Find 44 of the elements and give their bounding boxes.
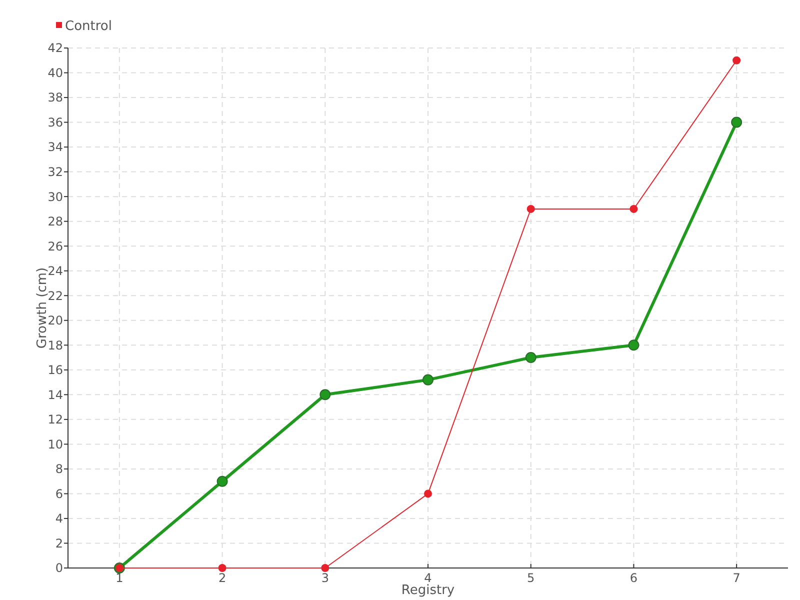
point [628,340,640,351]
point [320,389,331,400]
y-tick-label: 40 [48,66,63,80]
y-tick-label: 8 [55,462,63,476]
y-tick-label: 4 [55,512,63,526]
x-tick-label: 7 [732,571,740,585]
point [731,116,742,128]
x-tick-label: 5 [527,571,535,585]
y-tick-label: 10 [48,437,63,452]
point [424,490,432,498]
y-tick-label: 12 [48,412,63,427]
point [216,476,228,487]
y-tick-label: 36 [48,115,63,130]
y-tick-label: 28 [48,214,63,229]
y-axis-title: Growth (cm) [35,267,50,349]
point [630,204,638,213]
y-tick-label: 26 [48,239,63,254]
point [526,204,535,213]
x-tick-label: 6 [630,571,638,585]
point [422,374,434,386]
point [525,352,536,364]
legend-label: Control [65,19,112,34]
y-tick-label: 24 [48,264,63,278]
x-tick-label: 4 [424,571,432,585]
y-tick-label: 42 [48,41,63,56]
point [218,564,226,572]
y-tick-label: 20 [48,314,63,328]
y-tick-label: 38 [48,90,63,105]
point [732,56,741,64]
y-tick-label: 34 [48,140,63,154]
y-tick-label: 16 [48,363,63,378]
y-tick-label: 18 [48,338,63,352]
x-tick-label: 3 [321,571,329,585]
x-axis-title: Registry [401,583,455,598]
y-tick-label: 30 [48,190,63,204]
y-tick-label: 0 [55,561,63,576]
y-tick-label: 2 [55,536,63,550]
y-tick-label: 6 [55,486,63,501]
y-tick-label: 22 [48,288,63,303]
y-tick-label: 14 [48,388,63,402]
y-tick-label: 32 [48,165,63,180]
x-tick-label: 2 [218,571,226,585]
point [321,564,330,572]
x-tick-label: 1 [116,571,124,585]
